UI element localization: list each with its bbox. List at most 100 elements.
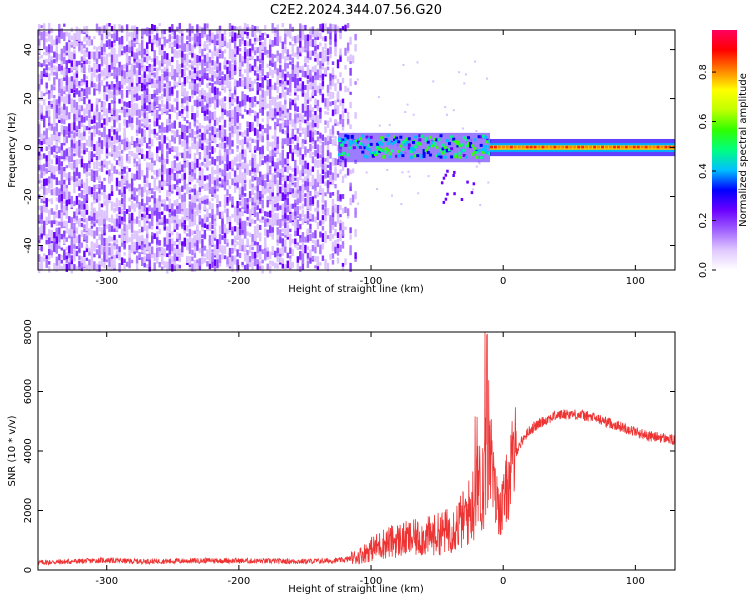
spectrogram-cell [110,72,114,76]
spectrogram-cell [43,192,46,199]
spectrogram-cell [238,59,242,66]
spectrogram-cell [48,151,51,160]
spectrogram-cell [354,81,357,85]
spectrogram-cell [443,150,447,154]
spectrogram-cell [80,88,84,92]
spectrogram-cell [497,145,501,149]
spectrogram-cell [143,246,146,256]
spectrogram-cell [291,248,294,257]
spectrogram-cell [181,130,184,140]
spectrogram-cell [188,256,192,265]
spectrogram-cell [223,239,227,245]
spectrogram-cell [65,42,68,51]
spectrogram-cell [331,76,335,80]
spectrogram-cell [95,227,99,235]
spectrogram-cell [78,199,81,205]
spectrogram-cell [289,173,292,177]
spectrogram-cell [450,135,454,139]
spectrogram-cell [161,55,164,64]
spectrogram-cell [50,242,53,247]
spectrogram-cell [339,244,342,252]
spectrogram-cell [135,125,139,130]
spectrogram-cell [75,250,79,257]
spectrogram-cell [198,36,202,45]
spectrogram-cell [120,35,124,44]
spectrogram-cell [186,225,189,232]
spectrogram-cell [68,68,71,74]
spectrogram-cell [186,28,189,33]
spectrogram-cell [271,180,274,189]
spectrogram-cell [306,105,310,114]
spectrogram-cell [266,71,269,78]
spectrogram-cell [414,145,418,149]
spectrogram-cell [100,218,104,226]
spectrogram-cell [95,176,99,180]
spectrogram-cell [233,156,237,166]
spectrogram-cell [203,156,207,162]
spectrogram-cell [128,168,131,172]
spectrogram-cell [181,108,184,114]
spectrogram-cell [279,123,282,133]
spectrogram-cell [361,134,365,138]
spectrogram-cell [329,231,332,236]
spectrogram-cell [218,28,222,36]
spectrogram-cell [186,79,189,84]
spectrogram-cell [284,158,287,165]
spectrogram-cell [274,36,277,46]
spectrogram-cell [281,129,284,134]
spectrogram-cell [409,150,413,154]
spectrogram-cell [324,192,327,197]
spectrogram-cell [58,146,61,153]
spectrogram-cell [103,210,106,219]
spectrogram-cell [296,219,299,228]
spectrogram-cell [85,205,89,215]
spectrogram-cell [65,256,68,263]
spectrogram-cell [365,146,369,150]
spectrogram-cell [301,103,305,107]
spectrogram-cell [188,28,192,36]
spectrogram-cell [357,145,360,149]
spectrogram-cell [193,67,197,74]
spectrogram-cell [291,183,294,187]
spectrogram-cell [123,108,126,118]
spectrogram-cell [306,84,310,91]
spectrogram-cell [453,192,456,196]
spectrogram-cell [206,126,209,134]
spectrogram-cell [314,70,317,76]
spectrogram-cell [45,161,48,168]
spectrogram-cell [339,205,342,210]
spectrogram-cell [55,35,58,39]
spectrogram-cell [279,81,282,87]
spectrogram-cell [188,64,192,68]
spectrogram-cell [148,242,151,247]
spectrogram-cell [294,209,297,216]
spectrogram-cell [321,46,325,53]
spectrogram-cell [38,97,41,102]
spectrogram-cell [311,174,315,183]
spectrogram-cell [113,227,116,232]
spectrogram-cell [248,124,252,133]
spectrogram-cell [271,62,274,67]
spectrogram-cell [68,261,71,270]
spectrogram-cell [458,151,462,155]
spectrogram-cell [341,110,345,114]
spectrogram-cell [95,195,99,199]
spectrogram-cell [198,134,202,138]
spectrogram-cell [128,46,131,53]
spectrogram-cell [309,80,312,90]
spectrogram-cell [60,255,63,259]
spectrogram-cell [156,225,159,230]
spectrogram-cell [48,100,51,105]
spectrogram-cell [274,203,277,208]
spectrogram-cell [226,189,229,196]
spectrogram-cell [156,109,159,119]
spectrogram-cell [238,163,242,167]
spectrogram-cell [93,111,96,116]
spectrogram-cell [208,201,212,210]
spectrogram-cell [98,161,101,167]
spectrogram-cell [65,208,68,215]
spectrogram-cell [369,135,373,139]
spectrogram-cell [68,250,71,258]
spectrogram-cell [301,25,305,30]
spectrogram-cell [105,216,109,221]
